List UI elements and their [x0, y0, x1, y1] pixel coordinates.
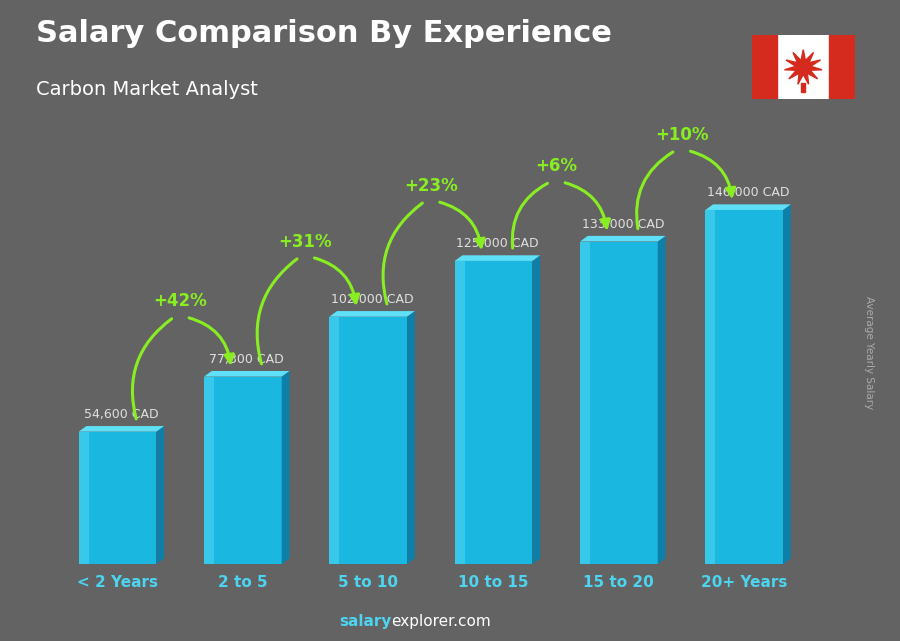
Text: Average Yearly Salary: Average Yearly Salary	[863, 296, 874, 409]
Polygon shape	[407, 311, 415, 564]
Polygon shape	[329, 317, 407, 564]
Text: explorer.com: explorer.com	[392, 615, 491, 629]
Polygon shape	[204, 377, 282, 564]
Polygon shape	[580, 242, 658, 564]
Text: +6%: +6%	[536, 157, 577, 176]
Text: Carbon Market Analyst: Carbon Market Analyst	[36, 80, 258, 99]
Text: 146,000 CAD: 146,000 CAD	[706, 186, 789, 199]
Polygon shape	[78, 431, 157, 564]
Text: 102,000 CAD: 102,000 CAD	[330, 293, 413, 306]
Text: +23%: +23%	[404, 177, 458, 195]
Polygon shape	[580, 236, 665, 242]
Polygon shape	[454, 255, 540, 261]
Polygon shape	[454, 261, 533, 564]
Text: 54,600 CAD: 54,600 CAD	[84, 408, 158, 420]
Polygon shape	[580, 242, 590, 564]
Polygon shape	[785, 50, 822, 84]
Polygon shape	[78, 426, 164, 431]
Polygon shape	[204, 371, 290, 377]
Text: salary: salary	[339, 615, 392, 629]
Bar	[829, 35, 855, 99]
Polygon shape	[658, 236, 665, 564]
Text: 133,000 CAD: 133,000 CAD	[581, 217, 664, 231]
Polygon shape	[329, 311, 415, 317]
Polygon shape	[157, 426, 164, 564]
Text: +42%: +42%	[153, 292, 207, 310]
Text: +10%: +10%	[655, 126, 708, 144]
Text: +31%: +31%	[279, 233, 332, 251]
Polygon shape	[454, 261, 464, 564]
Polygon shape	[706, 204, 791, 210]
Polygon shape	[533, 255, 540, 564]
Text: Salary Comparison By Experience: Salary Comparison By Experience	[36, 19, 612, 48]
Polygon shape	[78, 431, 89, 564]
Polygon shape	[706, 210, 783, 564]
Bar	[752, 35, 778, 99]
Polygon shape	[204, 377, 214, 564]
Polygon shape	[329, 317, 339, 564]
Bar	[801, 83, 806, 92]
Polygon shape	[783, 204, 791, 564]
Text: 77,300 CAD: 77,300 CAD	[210, 353, 284, 365]
Polygon shape	[282, 371, 290, 564]
Polygon shape	[706, 210, 716, 564]
Text: 125,000 CAD: 125,000 CAD	[456, 237, 539, 250]
